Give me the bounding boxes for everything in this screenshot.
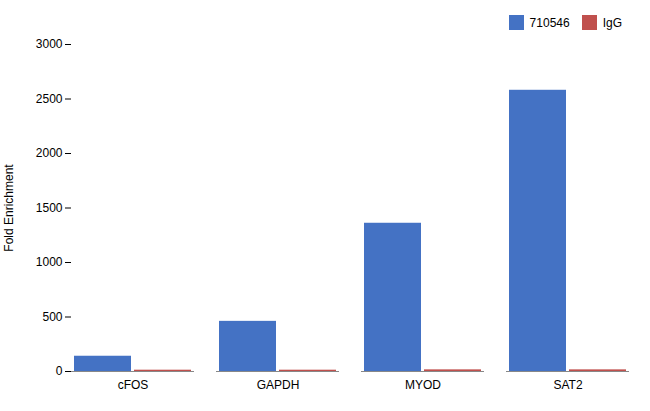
svg-text:3000: 3000	[36, 37, 63, 51]
svg-text:1500: 1500	[36, 201, 63, 215]
svg-text:2000: 2000	[36, 146, 63, 160]
svg-text:cFOS: cFOS	[118, 378, 149, 392]
svg-text:SAT2: SAT2	[553, 378, 582, 392]
html-text:710546: 710546	[529, 15, 570, 30]
html-text:IgG: IgG	[602, 15, 622, 30]
svg-text:2500: 2500	[36, 92, 63, 106]
svg-text:GAPDH: GAPDH	[257, 378, 300, 392]
svg-text:500: 500	[42, 310, 62, 324]
svg-text:Fold Enrichment: Fold Enrichment	[2, 164, 16, 252]
svg-text:0: 0	[56, 364, 63, 378]
svg-text:1000: 1000	[36, 255, 63, 269]
svg-text:MYOD: MYOD	[405, 378, 441, 392]
